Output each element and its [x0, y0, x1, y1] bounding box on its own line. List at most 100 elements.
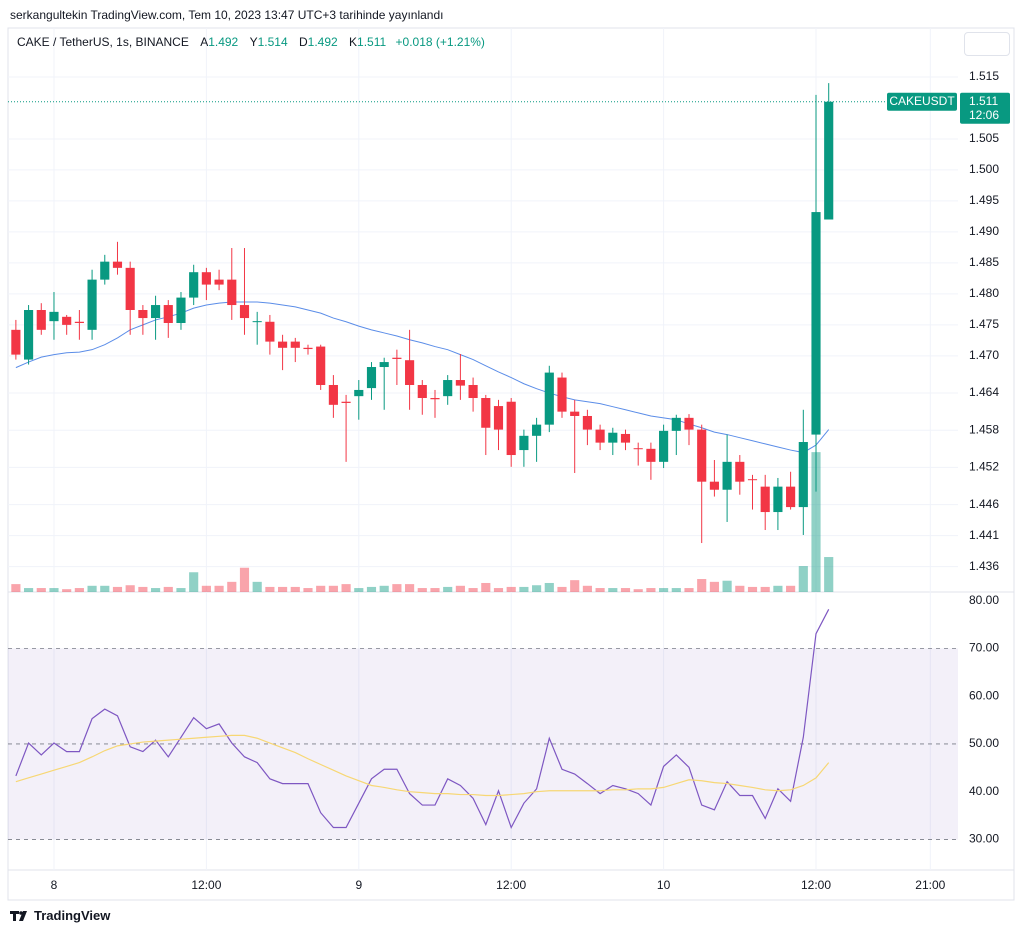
candle-body	[468, 384, 478, 399]
candle-body	[252, 321, 262, 323]
volume-bar	[100, 585, 110, 592]
y-tick-label: 60.00	[969, 688, 999, 702]
candle-body	[328, 384, 338, 405]
volume-bar	[151, 588, 161, 592]
volume-bar	[24, 588, 34, 592]
y-tick-label: 1.446	[969, 497, 999, 511]
volume-bar	[265, 586, 275, 592]
volume-bar	[125, 585, 135, 592]
candle-body	[354, 389, 364, 397]
candle-body	[341, 401, 351, 403]
volume-bar	[392, 584, 402, 592]
volume-bar	[506, 586, 516, 592]
volume-bar	[595, 588, 605, 592]
candle-body	[506, 401, 516, 456]
symbol-tag-text: CAKEUSDT	[889, 94, 955, 108]
candle-body	[316, 346, 326, 385]
candle-body	[646, 448, 656, 462]
volume-bar	[430, 588, 440, 592]
volume-bar	[49, 588, 59, 592]
y-tick-label: 1.485	[969, 255, 999, 269]
candle-body	[760, 486, 770, 513]
candle-body	[151, 305, 161, 319]
x-tick-label: 8	[51, 878, 58, 892]
y-tick-label: 1.441	[969, 528, 999, 542]
y-tick-label: 1.500	[969, 162, 999, 176]
volume-bar	[760, 586, 770, 592]
y-tick-label: 1.436	[969, 559, 999, 573]
volume-bar	[532, 585, 542, 592]
candle-body	[481, 398, 491, 428]
volume-bar	[747, 586, 758, 592]
candle-body	[11, 329, 21, 355]
candle-body	[163, 305, 173, 324]
candle-body	[798, 442, 808, 508]
x-tick-label: 12:00	[801, 878, 831, 892]
candle-body	[684, 417, 694, 430]
candle-body	[824, 101, 834, 220]
ohlc-label: A	[200, 35, 209, 49]
candle-body	[417, 384, 427, 399]
volume-bar	[646, 588, 656, 592]
volume-bar	[112, 586, 123, 592]
candle-body	[24, 310, 34, 360]
candle-body	[392, 357, 402, 359]
candle-body	[214, 279, 224, 285]
volume-bar	[239, 567, 250, 592]
candle-body	[722, 461, 732, 490]
toolbar-button[interactable]	[964, 32, 1010, 56]
volume-bar	[481, 582, 491, 592]
candle-body	[278, 341, 288, 348]
legend: CAKE / TetherUS, 1s, BINANCE A1.492 Y1.5…	[17, 35, 485, 49]
volume-bar	[341, 584, 351, 592]
volume-bar	[316, 585, 326, 592]
candle-body	[659, 430, 669, 462]
volume-bar	[278, 586, 288, 592]
x-tick-label: 21:00	[915, 878, 945, 892]
volume-bar	[379, 585, 389, 592]
candle-body	[557, 377, 567, 412]
x-tick-label: 9	[355, 878, 362, 892]
volume-bar	[163, 586, 173, 592]
candle-body	[735, 461, 745, 482]
price-tag-value: 1.511	[969, 94, 998, 108]
ohlc-label: Y	[249, 35, 258, 49]
volume-bar	[544, 582, 554, 592]
publisher-line: serkangultekin TradingView.com, Tem 10, …	[10, 8, 444, 22]
candle-body	[544, 372, 554, 425]
ohlc-label: K	[349, 35, 358, 49]
volume-bar	[227, 581, 237, 592]
ohlc-label: D	[298, 35, 308, 49]
volume-bar	[798, 566, 808, 592]
candle-body	[786, 486, 796, 508]
volume-bar	[290, 586, 300, 592]
candle-body	[189, 272, 199, 298]
candle-body	[430, 398, 440, 400]
candle-body	[201, 272, 211, 285]
candle-body	[811, 212, 821, 435]
volume-bar	[138, 586, 148, 592]
y-tick-label: 50.00	[969, 736, 999, 750]
volume-bar	[201, 585, 211, 592]
change: +0.018 (+1.21%)	[395, 35, 485, 49]
symbol-tag	[887, 92, 957, 111]
y-tick-label: 1.505	[969, 131, 999, 145]
y-tick-label: 1.470	[969, 348, 999, 362]
volume-bar	[722, 580, 732, 592]
volume-bar	[671, 588, 681, 592]
x-tick-label: 10	[657, 878, 671, 892]
candle-body	[303, 347, 313, 350]
candle-body	[532, 424, 542, 436]
candle-body	[582, 415, 592, 430]
price-tag	[960, 92, 1010, 124]
candle-body	[608, 432, 618, 443]
candle-body	[443, 380, 453, 397]
volume-bar	[811, 452, 821, 592]
volume-bar	[608, 588, 618, 592]
candle-body	[87, 279, 97, 330]
logo	[10, 910, 27, 921]
candle-body	[125, 267, 135, 310]
volume-bar	[824, 557, 834, 592]
footer: TradingView	[10, 908, 110, 923]
